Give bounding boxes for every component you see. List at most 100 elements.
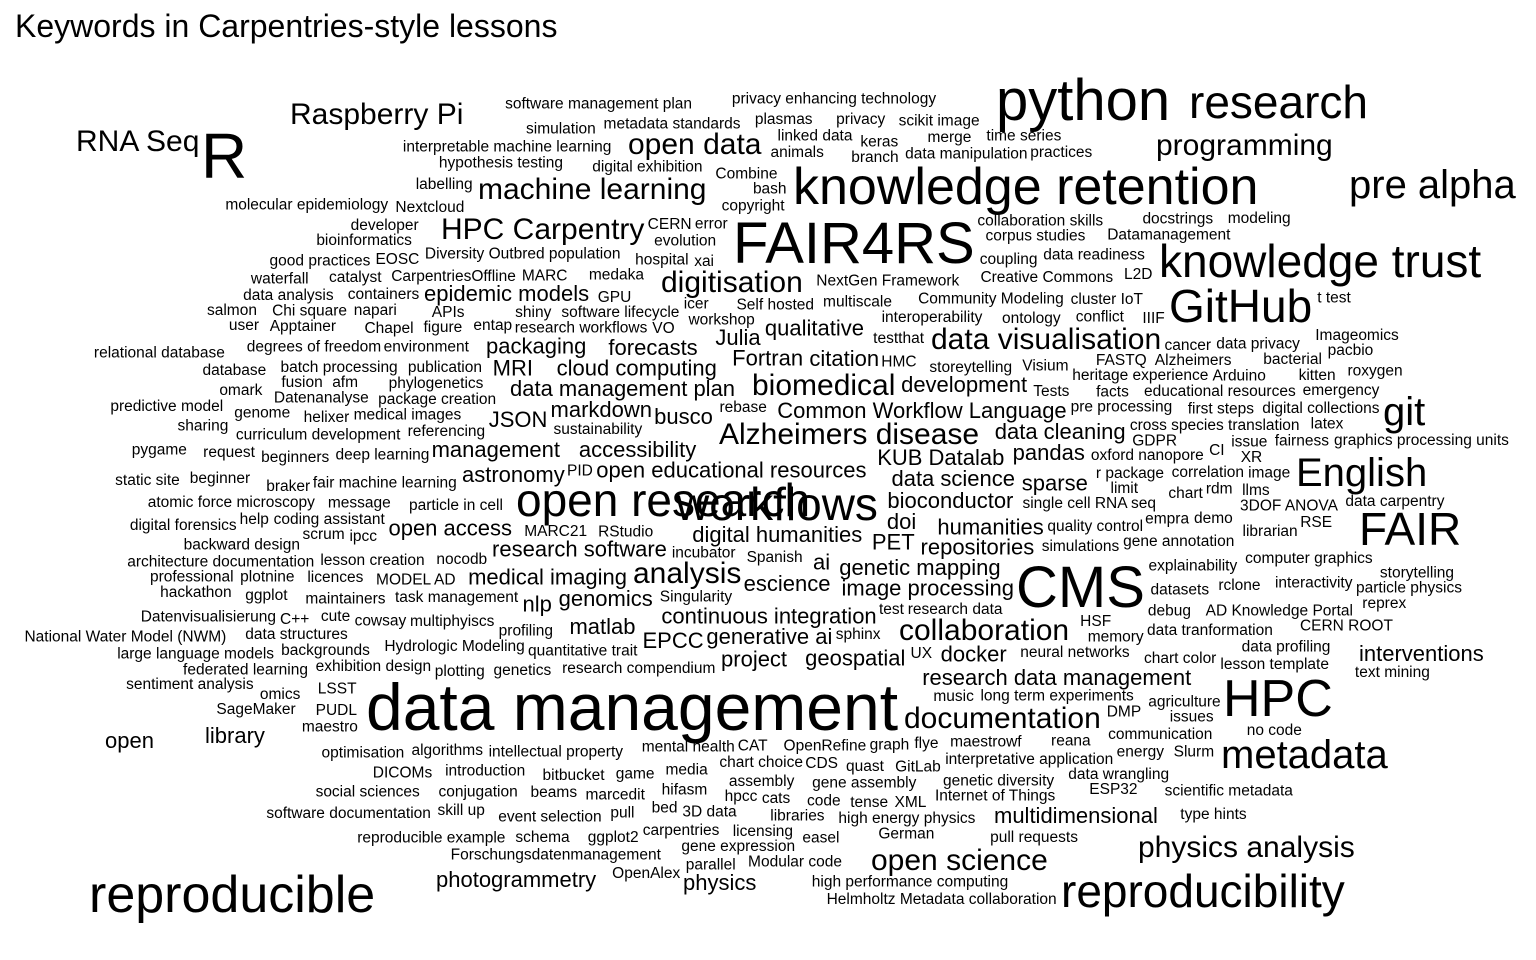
word-146: message (328, 494, 391, 511)
word-1: R (201, 120, 247, 192)
word-159: intellectual property (489, 743, 624, 760)
word-298: Datenvisualisierung (141, 609, 276, 626)
word-57: cloud computing (557, 356, 717, 381)
word-84: research data management (922, 665, 1191, 690)
word-36: photogrammetry (436, 867, 596, 892)
word-109: rebase (720, 399, 767, 416)
word-85: nlp (523, 592, 552, 617)
word-121: long term experiments (980, 687, 1134, 704)
word-101: Singularity (660, 588, 733, 605)
word-48: medical imaging (468, 565, 627, 590)
word-93: storeytelling (929, 359, 1012, 376)
word-77: Julia (715, 325, 761, 350)
word-379: scikit image (899, 113, 980, 130)
word-168: MARC (522, 267, 568, 284)
word-370: relational database (94, 344, 225, 361)
word-279: EOSC (375, 251, 419, 268)
word-117: profiling (499, 623, 553, 640)
word-139: MODEL AD (376, 571, 456, 588)
word-189: Creative Commons (980, 269, 1113, 286)
word-215: issue (1231, 434, 1267, 451)
word-55: data science (891, 466, 1015, 491)
word-133: memory (1088, 629, 1144, 646)
word-242: containers (348, 286, 420, 303)
word-43: open educational resources (596, 457, 866, 482)
word-264: bed (652, 800, 678, 817)
word-311: linked data (778, 128, 853, 145)
word-104: Spanish (747, 549, 803, 566)
word-79: matlab (569, 614, 635, 639)
word-162: GPU (598, 289, 632, 306)
word-325: Modular code (748, 853, 842, 870)
word-4: CMS (1016, 555, 1145, 620)
word-141: limit (1111, 480, 1139, 497)
word-119: publication (408, 359, 482, 376)
word-178: datasets (1151, 581, 1210, 598)
word-321: federated learning (183, 661, 308, 678)
word-282: carpentries (643, 822, 720, 839)
word-42: research software (492, 537, 667, 562)
word-220: code (807, 793, 841, 810)
word-39: physics (683, 870, 756, 895)
word-347: interpretable machine learning (403, 139, 612, 156)
word-254: animals (770, 144, 824, 161)
word-276: licensing (733, 823, 793, 840)
word-45: markdown (551, 397, 652, 422)
word-221: Alzheimers (1155, 352, 1232, 369)
word-257: CDS (805, 755, 838, 772)
word-33: analysis (633, 557, 741, 590)
word-14: open research (516, 474, 810, 526)
word-165: cowsay (355, 613, 407, 630)
word-233: introduction (445, 762, 525, 779)
word-19: open science (871, 844, 1048, 877)
word-304: error (695, 216, 728, 233)
word-338: labelling (416, 176, 473, 193)
word-59: repositories (921, 535, 1035, 560)
word-271: communication (1108, 726, 1212, 743)
word-374: salmon (207, 302, 257, 319)
word-287: event selection (498, 808, 601, 825)
word-63: forecasts (608, 335, 697, 360)
word-226: data readiness (1043, 247, 1145, 264)
word-316: database (202, 362, 266, 379)
word-286: docstrings (1142, 210, 1213, 227)
word-140: lesson creation (320, 552, 424, 569)
word-95: sphinx (836, 626, 881, 643)
word-135: GDPR (1132, 432, 1177, 449)
word-289: lesson template (1220, 656, 1329, 673)
word-171: chart choice (719, 754, 803, 771)
word-17: git (1383, 390, 1425, 434)
word-2: python (996, 68, 1170, 133)
word-94: software lifecycle (561, 304, 679, 321)
word-348: merge (927, 129, 971, 146)
word-32: Raspberry Pi (290, 98, 463, 131)
word-122: multiphyiscs (410, 613, 495, 630)
word-103: particle in cell (409, 497, 503, 514)
word-294: test (879, 601, 905, 618)
word-212: conflict (1076, 309, 1125, 326)
word-342: roxygen (1347, 363, 1402, 380)
word-138: OpenRefine (784, 737, 867, 754)
word-185: figure (423, 319, 462, 336)
word-198: CI (1209, 442, 1225, 459)
word-98: quality control (1047, 518, 1143, 535)
word-21: HPC Carpentry (441, 213, 644, 246)
word-312: good practices (270, 253, 371, 270)
word-134: Hydrologic Modeling (384, 638, 524, 655)
word-157: Community Modeling (918, 290, 1064, 307)
word-333: professional (150, 568, 234, 585)
word-349: user (229, 317, 259, 334)
word-202: hifasm (662, 782, 708, 799)
word-184: first steps (1188, 401, 1255, 418)
word-110: testthat (873, 330, 925, 347)
word-253: APIs (432, 304, 465, 321)
word-194: coupling (980, 251, 1038, 268)
word-0: data management (366, 670, 898, 744)
word-112: oxford nanopore (1091, 447, 1204, 464)
word-317: keras (860, 133, 898, 150)
word-336: pacbio (1328, 342, 1374, 359)
word-74: MRI (493, 355, 533, 380)
word-207: backgrounds (281, 642, 370, 659)
word-182: licences (307, 569, 363, 586)
word-339: Helmholtz Metadata collaboration (827, 891, 1057, 908)
